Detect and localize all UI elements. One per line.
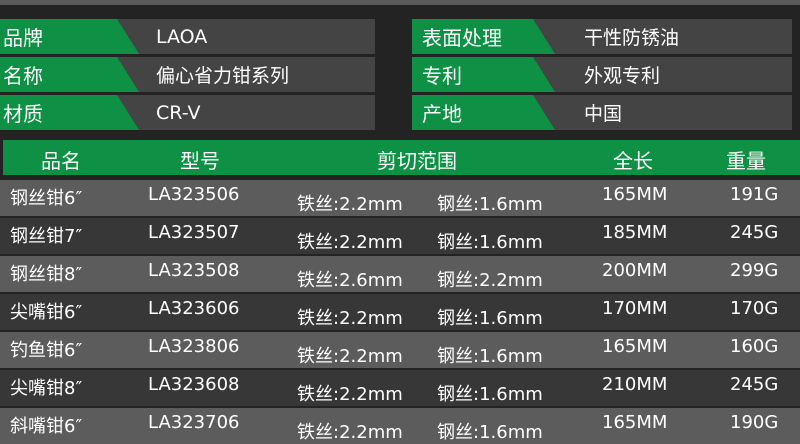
- spec-value: CR-V: [156, 101, 201, 124]
- steel-wire-cut: 钢丝:1.6mm: [437, 422, 543, 443]
- steel-wire-cut: 钢丝:1.6mm: [437, 194, 543, 215]
- spec-label: 材质: [0, 95, 139, 130]
- spec-row: 专利 外观专利: [412, 57, 792, 92]
- steel-wire-cut: 钢丝:2.2mm: [437, 270, 543, 291]
- header-model: 型号: [180, 149, 220, 173]
- product-name: 钢丝钳6″: [10, 188, 83, 209]
- model-number: LA323608: [148, 374, 240, 395]
- weight: 299G: [730, 260, 779, 281]
- weight: 191G: [730, 184, 779, 205]
- product-name: 斜嘴钳6″: [10, 416, 83, 437]
- table-row: 钢丝钳7″ LA323507 铁丝:2.2mm 钢丝:1.6mm 185MM 2…: [0, 218, 800, 254]
- model-number: LA323508: [148, 260, 240, 281]
- table-row: 钢丝钳6″ LA323506 铁丝:2.2mm 钢丝:1.6mm 165MM 1…: [0, 180, 800, 216]
- model-number: LA323806: [148, 336, 240, 357]
- product-name: 钢丝钳7″: [10, 226, 83, 247]
- iron-wire-cut: 铁丝:2.2mm: [297, 308, 403, 329]
- spec-label: 品牌: [0, 19, 139, 54]
- spec-value: LAOA: [156, 25, 208, 48]
- spec-value: 偏心省力钳系列: [156, 65, 290, 87]
- weight: 245G: [730, 374, 779, 395]
- steel-wire-cut: 钢丝:1.6mm: [437, 308, 543, 329]
- model-number: LA323606: [148, 298, 240, 319]
- weight: 245G: [730, 222, 779, 243]
- model-number: LA323706: [148, 412, 240, 433]
- steel-wire-cut: 钢丝:1.6mm: [437, 384, 543, 405]
- length: 165MM: [602, 412, 668, 433]
- model-number: LA323507: [148, 222, 240, 243]
- header-cut-range: 剪切范围: [377, 149, 457, 173]
- header-length: 全长: [613, 149, 653, 173]
- table-row: 钓鱼钳6″ LA323806 铁丝:2.2mm 钢丝:1.6mm 165MM 1…: [0, 332, 800, 368]
- weight: 190G: [730, 412, 779, 433]
- table-row: 尖嘴钳8″ LA323608 铁丝:2.2mm 钢丝:1.6mm 210MM 2…: [0, 370, 800, 406]
- length: 210MM: [602, 374, 668, 395]
- header-weight: 重量: [726, 149, 766, 173]
- table-row: 尖嘴钳6″ LA323606 铁丝:2.2mm 钢丝:1.6mm 170MM 1…: [0, 294, 800, 330]
- iron-wire-cut: 铁丝:2.2mm: [297, 422, 403, 443]
- spec-label: 名称: [0, 57, 139, 92]
- table-row: 钢丝钳8″ LA323508 铁丝:2.6mm 钢丝:2.2mm 200MM 2…: [0, 256, 800, 292]
- length: 200MM: [602, 260, 668, 281]
- product-name: 钓鱼钳6″: [10, 340, 83, 361]
- iron-wire-cut: 铁丝:2.2mm: [297, 194, 403, 215]
- table-row: 斜嘴钳6″ LA323706 铁丝:2.2mm 钢丝:1.6mm 165MM 1…: [0, 408, 800, 444]
- length: 185MM: [602, 222, 668, 243]
- spec-label: 表面处理: [412, 19, 555, 54]
- spec-value: 干性防锈油: [584, 27, 680, 49]
- spec-value: 外观专利: [584, 65, 661, 87]
- weight: 160G: [730, 336, 779, 357]
- spec-row: 品牌 LAOA: [0, 19, 375, 54]
- header-name: 品名: [41, 149, 81, 173]
- spec-label: 专利: [412, 57, 555, 92]
- spec-value: 中国: [584, 103, 623, 125]
- iron-wire-cut: 铁丝:2.2mm: [297, 232, 403, 253]
- product-name: 尖嘴钳8″: [10, 378, 83, 399]
- iron-wire-cut: 铁丝:2.2mm: [297, 346, 403, 367]
- top-bar: [0, 0, 800, 5]
- spec-row: 产地 中国: [412, 95, 792, 130]
- table-header: 品名 型号 剪切范围 全长 重量: [3, 140, 800, 175]
- steel-wire-cut: 钢丝:1.6mm: [437, 346, 543, 367]
- product-name: 钢丝钳8″: [10, 264, 83, 285]
- spec-row: 材质 CR-V: [0, 95, 375, 130]
- iron-wire-cut: 铁丝:2.2mm: [297, 384, 403, 405]
- spec-row: 名称 偏心省力钳系列: [0, 57, 375, 92]
- length: 170MM: [602, 298, 668, 319]
- length: 165MM: [602, 336, 668, 357]
- steel-wire-cut: 钢丝:1.6mm: [437, 232, 543, 253]
- length: 165MM: [602, 184, 668, 205]
- spec-label: 产地: [412, 95, 555, 130]
- model-number: LA323506: [148, 184, 240, 205]
- weight: 170G: [730, 298, 779, 319]
- spec-row: 表面处理 干性防锈油: [412, 19, 792, 54]
- product-name: 尖嘴钳6″: [10, 302, 83, 323]
- iron-wire-cut: 铁丝:2.6mm: [297, 270, 403, 291]
